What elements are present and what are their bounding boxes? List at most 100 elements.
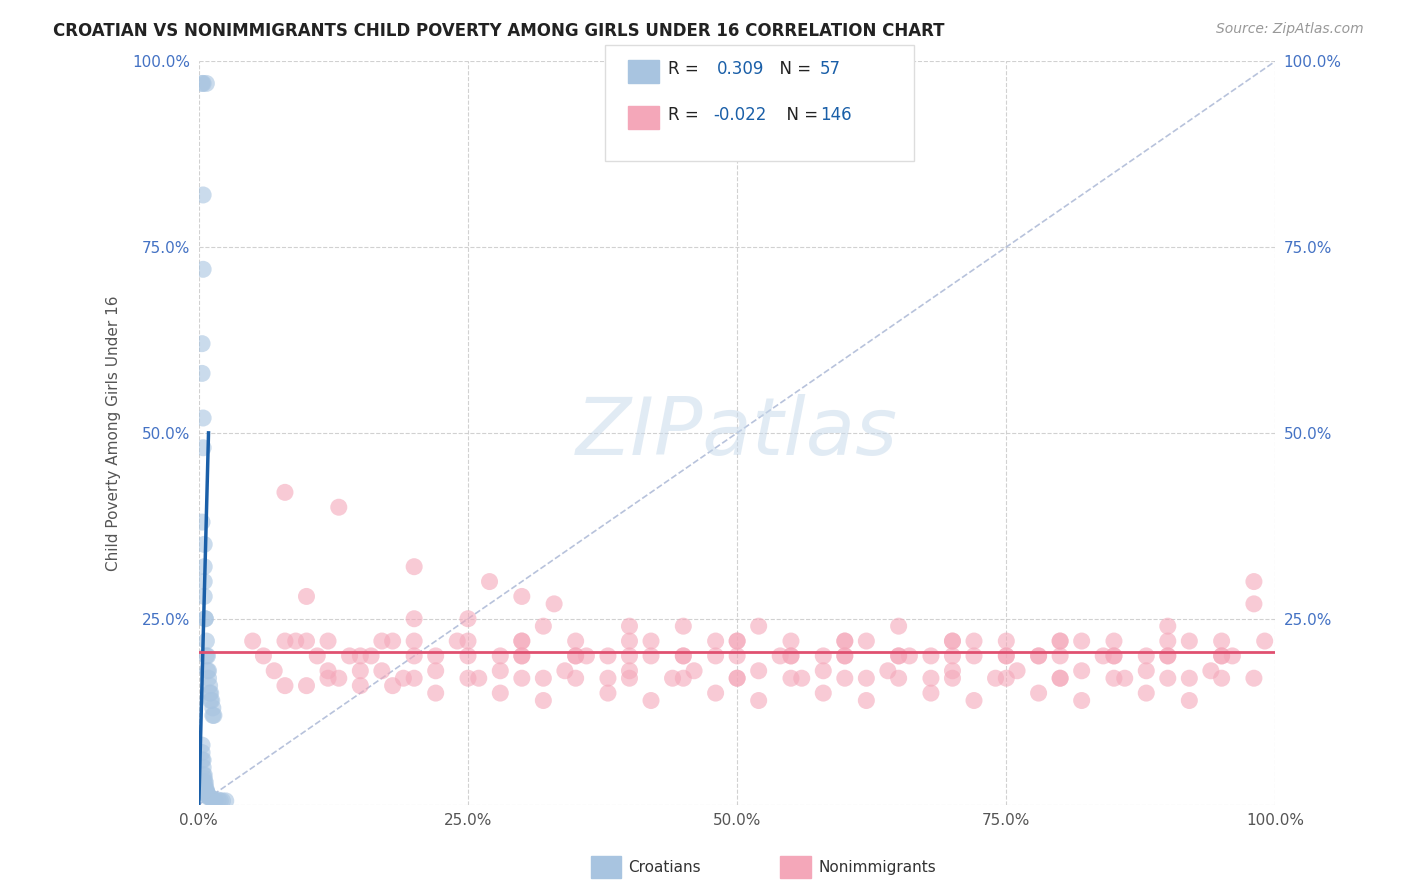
Point [1243, 574, 1265, 589]
Point [1028, 686, 1050, 700]
Point [725, 634, 748, 648]
Text: ZIPatlas: ZIPatlas [576, 394, 898, 472]
Point [197, 648, 219, 663]
Point [619, 634, 641, 648]
Point [207, 793, 229, 807]
Text: Croatians: Croatians [628, 860, 702, 874]
Point [381, 634, 404, 648]
Point [274, 679, 297, 693]
Point [404, 634, 426, 648]
Point [596, 686, 619, 700]
Text: R =: R = [668, 60, 709, 78]
Point [619, 648, 641, 663]
Point [543, 597, 565, 611]
Point [191, 515, 214, 529]
Point [531, 693, 554, 707]
Text: 0.309: 0.309 [717, 60, 765, 78]
Point [963, 634, 986, 648]
Point [510, 648, 533, 663]
Point [834, 648, 856, 663]
Point [194, 779, 217, 793]
Text: Source: ZipAtlas.com: Source: ZipAtlas.com [1216, 22, 1364, 37]
Point [425, 648, 447, 663]
Point [1135, 664, 1157, 678]
Text: N =: N = [776, 106, 824, 124]
Point [564, 648, 586, 663]
Point [198, 790, 221, 805]
Point [941, 634, 963, 648]
Point [725, 671, 748, 685]
Point [619, 619, 641, 633]
Point [194, 782, 217, 797]
Point [1135, 648, 1157, 663]
Point [813, 664, 835, 678]
Point [193, 772, 215, 786]
Point [1211, 648, 1233, 663]
Point [619, 671, 641, 685]
Point [191, 336, 214, 351]
Point [1199, 664, 1222, 678]
Point [1114, 671, 1136, 685]
Point [1070, 634, 1092, 648]
Point [596, 671, 619, 685]
Point [510, 634, 533, 648]
Point [780, 634, 803, 648]
Point [1157, 619, 1180, 633]
Point [371, 634, 394, 648]
Point [191, 760, 214, 774]
Point [193, 775, 215, 789]
Point [672, 648, 695, 663]
Point [316, 671, 339, 685]
Point [195, 782, 218, 797]
Point [191, 77, 214, 91]
Point [316, 664, 339, 678]
Text: -0.022: -0.022 [713, 106, 766, 124]
Point [920, 671, 942, 685]
Text: 146: 146 [820, 106, 851, 124]
Point [672, 648, 695, 663]
Point [295, 679, 318, 693]
Point [1157, 634, 1180, 648]
Point [316, 634, 339, 648]
Point [191, 367, 214, 381]
Point [295, 634, 318, 648]
Point [425, 686, 447, 700]
Point [575, 648, 598, 663]
Point [887, 648, 910, 663]
Point [193, 537, 215, 551]
Point [725, 648, 748, 663]
Point [263, 664, 285, 678]
Point [1211, 671, 1233, 685]
Point [404, 648, 426, 663]
Point [211, 794, 233, 808]
Point [963, 648, 986, 663]
Point [1135, 686, 1157, 700]
Point [672, 671, 695, 685]
Point [1028, 648, 1050, 663]
Point [661, 671, 683, 685]
Point [194, 775, 217, 789]
Point [200, 686, 222, 700]
Point [834, 634, 856, 648]
Point [198, 686, 221, 700]
Point [195, 648, 218, 663]
Point [204, 793, 226, 807]
Point [489, 664, 512, 678]
Point [1157, 648, 1180, 663]
Point [191, 262, 214, 277]
Point [197, 664, 219, 678]
Point [193, 768, 215, 782]
Point [995, 634, 1018, 648]
Point [339, 648, 361, 663]
Point [1049, 648, 1071, 663]
Point [834, 634, 856, 648]
Point [195, 634, 218, 648]
Point [683, 664, 706, 678]
Point [1049, 671, 1071, 685]
Point [855, 693, 877, 707]
Point [209, 794, 232, 808]
Point [510, 648, 533, 663]
Point [201, 693, 224, 707]
Point [554, 664, 576, 678]
Point [193, 590, 215, 604]
